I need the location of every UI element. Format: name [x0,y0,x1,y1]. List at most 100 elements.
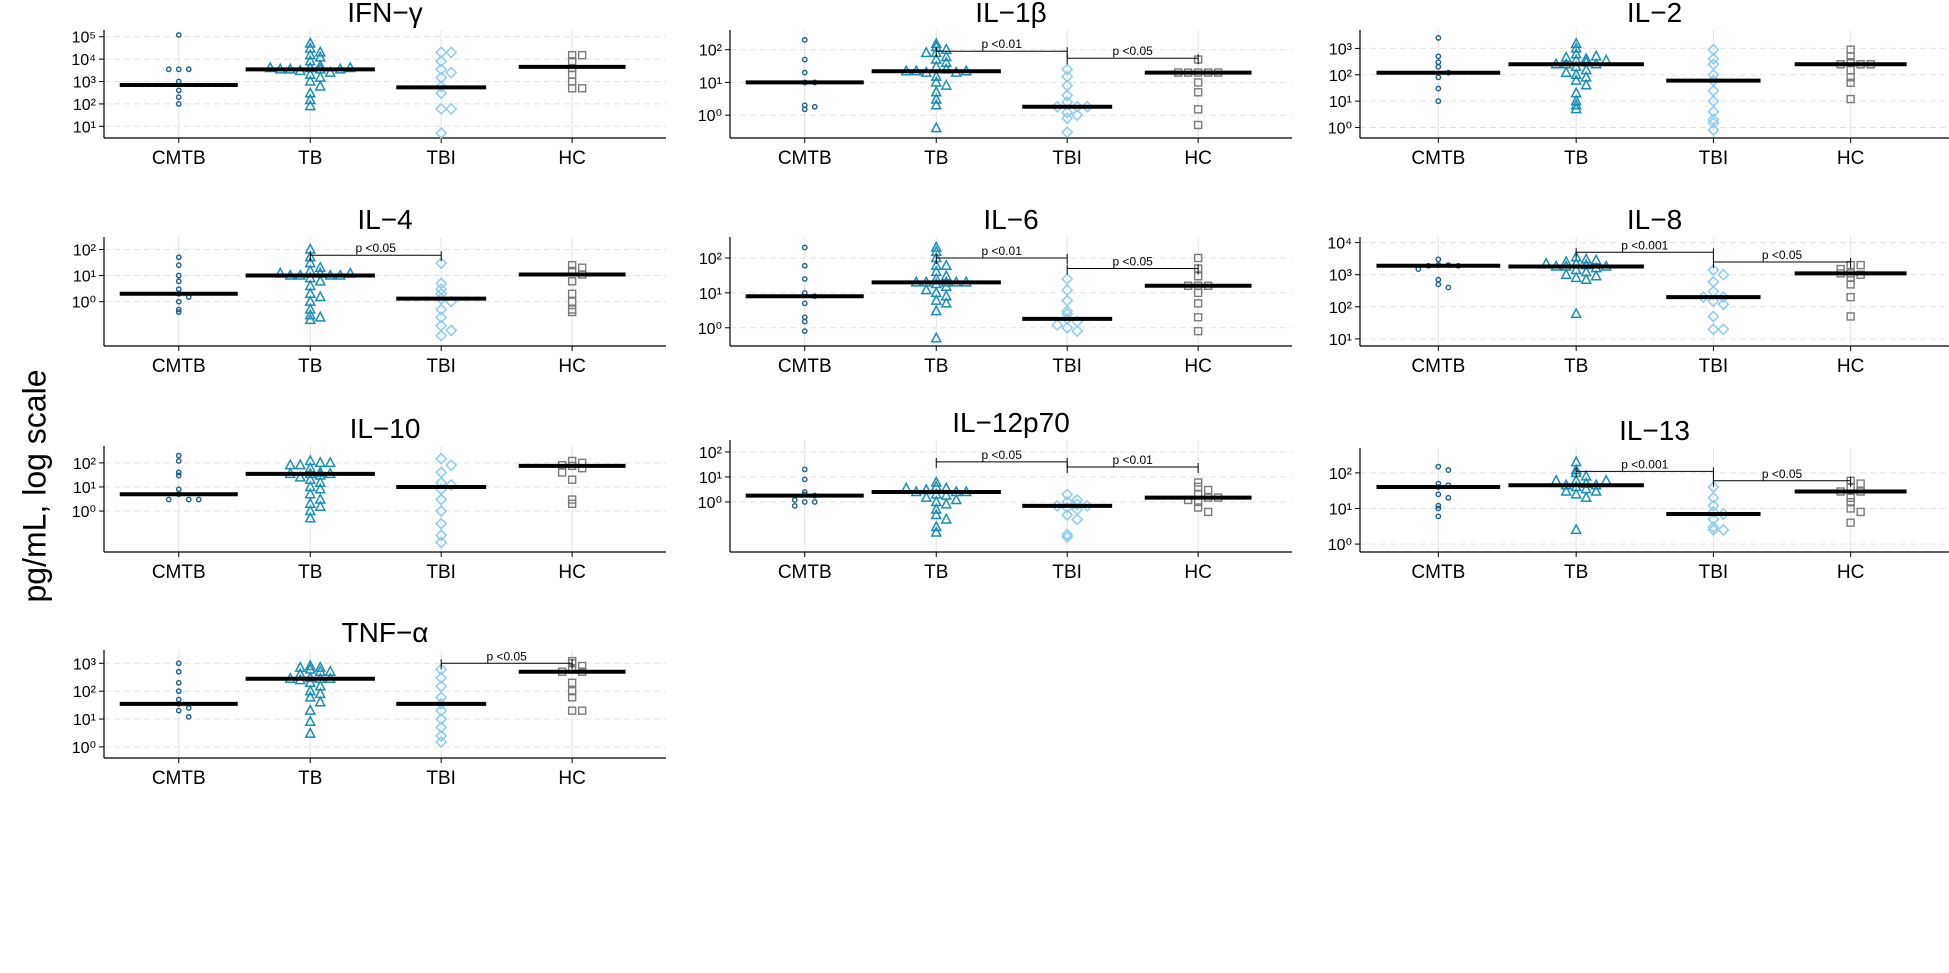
x-tick-label-tb: TB [298,768,322,789]
data-point-tb [1570,271,1582,283]
data-point-hc [1846,280,1855,289]
x-tick-label-tb: TB [298,356,322,377]
data-point-hc [1193,105,1203,114]
data-point-tbi [435,87,448,100]
data-point-tb [314,290,326,302]
data-point-tb [314,465,326,477]
data-point-tbi [435,46,448,59]
data-point-tbi [1717,523,1730,536]
data-point-cmtb [801,476,808,483]
data-point-tbi [1061,89,1074,102]
y-tick-label: 10⁰ [698,321,722,338]
data-point-cmtb [811,499,818,505]
data-point-hc [567,289,577,298]
data-point-cmtb [1435,53,1442,60]
data-point-tb [1590,484,1602,496]
data-point-cmtb [801,466,808,473]
data-point-cmtb [175,309,182,315]
data-point-tb [294,458,306,470]
data-point-cmtb [1435,35,1442,41]
data-point-tb [304,99,316,111]
data-point-hc [1193,326,1203,336]
data-point-tb [314,500,326,512]
data-point-hc [567,678,577,687]
data-point-tb [294,470,306,482]
data-point-tb [1550,474,1562,486]
panel-title: IL−6 [983,204,1038,235]
data-point-tbi [435,671,448,684]
y-tick-label: 10² [73,242,97,259]
data-point-tbi [1717,323,1730,336]
data-point-tb [940,296,952,308]
x-tick-label-cmtb: CMTB [778,562,832,583]
x-tick-label-cmtb: CMTB [1411,148,1465,169]
data-point-hc [1193,78,1203,87]
data-point-tb [304,36,316,48]
x-tick-label-tb: TB [298,148,322,169]
data-point-tb [1570,523,1582,535]
y-tick-label: 10¹ [73,269,96,286]
data-point-tb [314,695,326,707]
data-point-hc [1846,493,1855,502]
data-point-tbi [435,729,448,742]
data-point-tb [940,497,952,509]
data-point-cmtb [1435,256,1442,263]
p-value-label: p <0.05 [982,448,1023,462]
data-point-tbi [1707,521,1720,534]
data-point-tb [324,66,336,77]
data-point-hc [1846,94,1855,104]
data-point-tb [314,661,326,672]
data-point-tbi [435,704,448,717]
data-point-cmtb [791,502,798,509]
data-point-tbi [1707,323,1720,336]
x-tick-label-cmtb: CMTB [778,148,832,169]
data-point-cmtb [195,496,202,503]
p-value-label: p <0.05 [1112,44,1153,58]
data-point-cmtb [801,499,808,505]
y-tick-label: 10¹ [73,480,96,497]
data-point-cmtb [175,278,182,285]
x-tick-label-tb: TB [1564,148,1588,169]
data-point-tb [264,61,276,73]
data-point-tbi [1071,109,1084,122]
data-point-cmtb [1435,63,1442,70]
y-tick-label: 10⁰ [1328,537,1352,554]
data-point-hc [567,277,577,286]
data-point-tb [1570,68,1582,80]
data-point-tb [1570,487,1582,499]
x-tick-label-tbi: TBI [426,768,456,789]
data-point-hc [567,686,577,696]
data-point-tb [1560,50,1572,62]
data-point-cmtb [175,660,182,667]
y-tick-label: 10⁰ [698,108,722,125]
data-point-hc [567,84,577,93]
data-point-tb [930,502,942,514]
data-point-tb [930,259,942,270]
x-tick-label-hc: HC [558,562,585,583]
x-tick-label-tb: TB [298,562,322,583]
data-point-cmtb [811,103,818,110]
data-point-cmtb [1435,491,1442,498]
data-point-tb [304,74,316,86]
data-point-tb [304,704,316,715]
data-point-tbi [1061,528,1074,541]
y-tick-label: 10¹ [1329,501,1352,518]
data-point-cmtb [175,688,182,695]
panel-10: TNF−α 10⁰ 10¹ 10² 10³ CMTB TB TBI HC p <0.05 [72,617,666,789]
panel-4: IL−4 10⁰ 10¹ 10² CMTB TB TBI HC p <0.05 [72,204,666,377]
data-point-tb [930,70,942,81]
data-point-tb [930,121,942,133]
data-point-tb [1570,307,1582,319]
y-tick-label: 10¹ [699,470,722,487]
data-point-cmtb [175,707,182,714]
data-point-tbi [445,324,458,337]
data-point-tbi [1707,310,1720,323]
p-value-label: p <0.05 [1112,255,1153,269]
data-point-cmtb [185,705,192,711]
x-tick-label-tbi: TBI [1052,356,1082,377]
data-point-tb [324,665,336,676]
data-point-tbi [435,102,448,115]
data-point-tbi [1717,268,1730,281]
data-point-cmtb [801,244,808,251]
data-point-cmtb [801,300,808,307]
